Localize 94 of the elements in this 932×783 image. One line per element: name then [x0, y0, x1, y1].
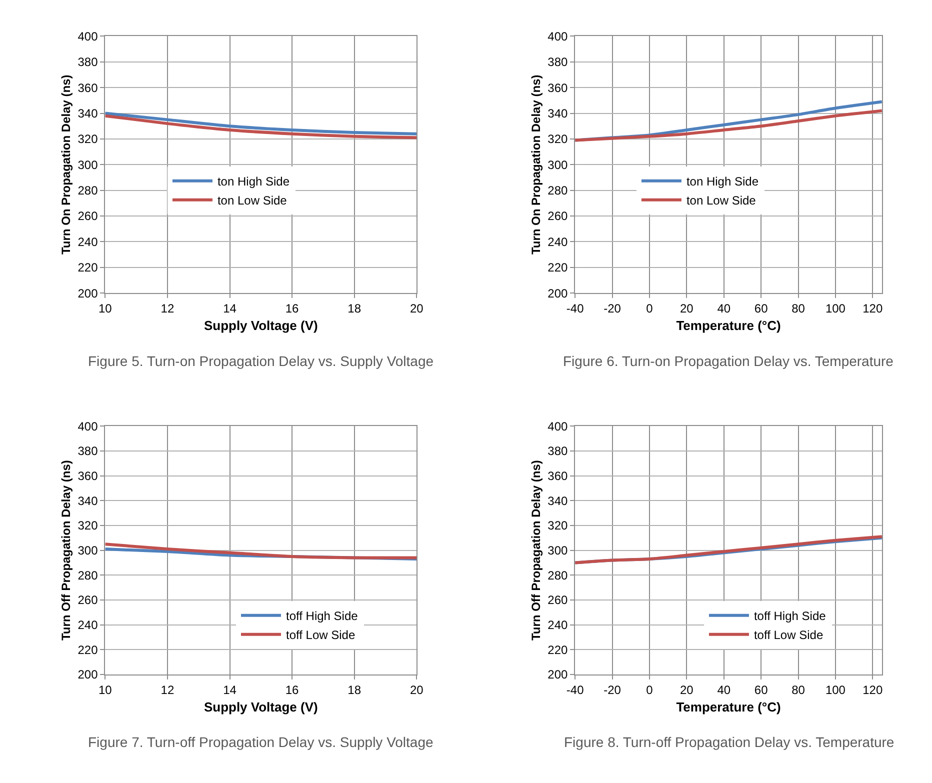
x-tick-label: -40 — [566, 682, 584, 697]
y-tick-label: 220 — [78, 642, 98, 657]
x-tick-label: -20 — [604, 301, 622, 316]
y-tick-label: 400 — [78, 419, 98, 434]
x-tick-label: 80 — [792, 682, 806, 697]
y-tick-label: 400 — [548, 419, 568, 434]
caption: Figure 7. Turn-off Propagation Delay vs. Supply Voltage — [88, 734, 434, 750]
legend-label: toff High Side — [286, 608, 358, 623]
y-tick-label: 280 — [548, 184, 568, 198]
y-tick-label: 280 — [78, 568, 98, 582]
y-tick-label: 360 — [548, 80, 568, 95]
y-tick-label: 360 — [548, 468, 568, 483]
x-tick-label: 12 — [160, 301, 174, 316]
x-tick-label: 18 — [348, 301, 362, 316]
x-tick-label: 12 — [160, 682, 174, 697]
x-tick-label: 0 — [646, 301, 654, 316]
y-tick-label: 260 — [548, 209, 568, 224]
y-tick-label: 400 — [78, 29, 98, 44]
legend-label: ton Low Side — [217, 194, 288, 208]
y-tick-label: 340 — [548, 106, 568, 120]
y-axis-title: Turn Off Propagation Delay (ns) — [528, 460, 543, 641]
y-tick-label: 280 — [78, 184, 98, 198]
caption: Figure 5. Turn-on Propagation Delay vs. Supply Voltage — [88, 353, 434, 369]
x-tick-label: 16 — [285, 682, 300, 697]
x-tick-label: 60 — [754, 301, 768, 316]
x-tick-label: 120 — [862, 682, 883, 697]
x-tick-label: 20 — [410, 682, 424, 697]
y-tick-label: 220 — [548, 642, 568, 657]
x-tick-label: 20 — [680, 682, 694, 697]
x-tick-label: 100 — [825, 301, 846, 316]
y-tick-label: 300 — [78, 543, 98, 558]
y-tick-label: 380 — [548, 444, 568, 458]
x-tick-label: 14 — [223, 301, 237, 316]
x-tick-label: 20 — [410, 301, 424, 316]
x-tick-label: 40 — [717, 682, 731, 697]
y-tick-label: 260 — [548, 593, 568, 608]
y-axis-title: Turn Off Propagation Delay (ns) — [59, 460, 74, 641]
y-tick-label: 360 — [78, 468, 98, 483]
y-tick-label: 380 — [548, 55, 568, 70]
x-axis-title: Supply Voltage (V) — [204, 699, 318, 714]
y-tick-label: 400 — [548, 29, 568, 44]
y-tick-label: 360 — [78, 80, 98, 95]
x-tick-label: 80 — [792, 301, 806, 316]
y-axis-title: Turn On Propagation Delay (ns) — [528, 74, 543, 255]
legend-label: ton High Side — [686, 174, 759, 189]
x-tick-label: 0 — [646, 682, 654, 697]
y-tick-label: 200 — [78, 668, 98, 682]
y-tick-label: 240 — [548, 234, 568, 249]
y-tick-label: 380 — [78, 444, 98, 458]
x-tick-label: 18 — [348, 682, 362, 697]
x-tick-label: -40 — [566, 301, 584, 316]
x-axis-title: Temperature (°C) — [676, 699, 781, 714]
y-tick-label: 320 — [78, 518, 98, 533]
y-tick-label: 260 — [78, 593, 98, 608]
y-tick-label: 280 — [548, 568, 568, 582]
y-tick-label: 260 — [78, 209, 98, 224]
y-tick-label: 200 — [78, 286, 98, 300]
y-tick-label: 240 — [78, 234, 98, 249]
y-tick-label: 300 — [78, 158, 98, 172]
legend-label: toff Low Side — [286, 628, 356, 642]
y-tick-label: 300 — [548, 158, 568, 172]
x-tick-label: 10 — [98, 682, 112, 697]
y-tick-label: 320 — [78, 132, 98, 146]
y-tick-label: 200 — [548, 286, 568, 300]
legend-label: ton Low Side — [686, 194, 756, 208]
caption: Figure 6. Turn-on Propagation Delay vs. Temperature — [563, 353, 894, 369]
x-axis-title: Supply Voltage (V) — [204, 318, 318, 334]
legend-label: toff High Side — [754, 608, 826, 623]
y-tick-label: 340 — [78, 106, 98, 120]
x-tick-label: 40 — [717, 301, 731, 316]
y-tick-label: 320 — [548, 518, 568, 533]
y-tick-label: 240 — [548, 618, 568, 632]
y-tick-label: 380 — [78, 55, 98, 70]
y-tick-label: 300 — [548, 543, 568, 558]
y-tick-label: 220 — [78, 260, 98, 275]
y-axis-title: Turn On Propagation Delay (ns) — [59, 74, 74, 255]
x-axis-title: Temperature (°C) — [676, 318, 781, 334]
y-tick-label: 220 — [548, 260, 568, 275]
x-tick-label: 10 — [98, 301, 112, 316]
x-tick-label: -20 — [604, 682, 622, 697]
x-tick-label: 100 — [825, 682, 846, 697]
y-tick-label: 340 — [78, 494, 98, 508]
x-tick-label: 20 — [680, 301, 694, 316]
y-tick-label: 240 — [78, 618, 98, 632]
y-tick-label: 320 — [548, 132, 568, 146]
x-tick-label: 60 — [754, 682, 768, 697]
x-tick-label: 14 — [223, 682, 237, 697]
legend-label: ton High Side — [217, 174, 290, 189]
legend-label: toff Low Side — [754, 628, 824, 642]
y-tick-label: 200 — [548, 668, 568, 682]
x-tick-label: 120 — [862, 301, 883, 316]
y-tick-label: 340 — [548, 494, 568, 508]
caption: Figure 8. Turn-off Propagation Delay vs. Temperature — [564, 734, 894, 750]
x-tick-label: 16 — [285, 301, 300, 316]
